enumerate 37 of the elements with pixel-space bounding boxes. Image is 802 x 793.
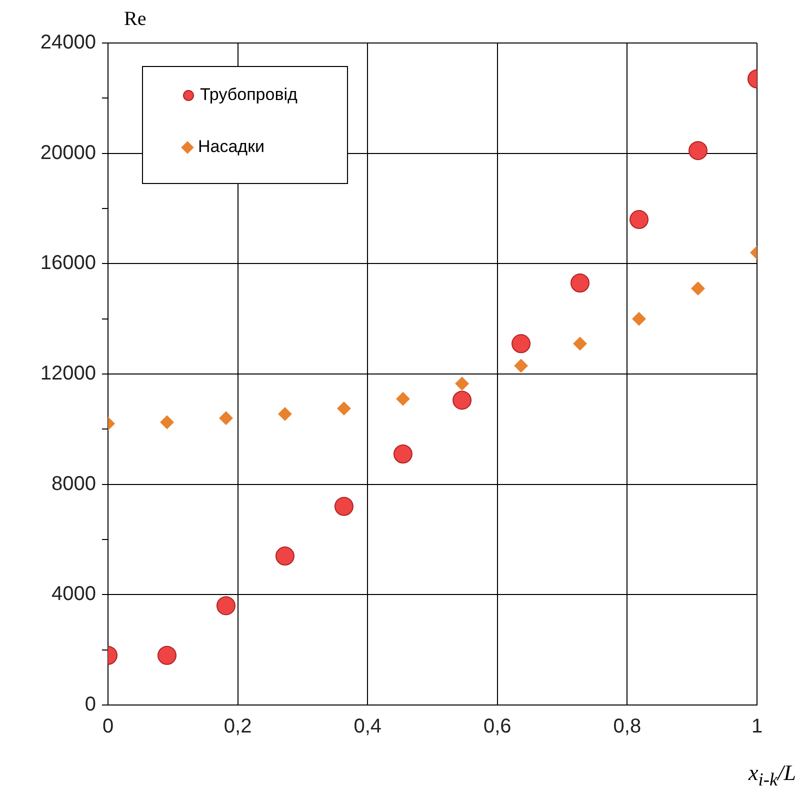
y-tick-label: 20000 [40, 142, 96, 164]
y-axis-title: Re [124, 8, 146, 31]
point [334, 496, 354, 516]
x-tick-label: 0,8 [613, 716, 642, 738]
x-tick-label: 0,2 [224, 716, 252, 738]
point [396, 392, 410, 406]
point [632, 312, 646, 326]
y-tick-label: 24000 [40, 32, 96, 54]
x-axis-title: x$_{i-k}$/L [748, 760, 796, 790]
x-tick-label: 0,4 [354, 716, 382, 738]
point [691, 281, 706, 296]
point [514, 358, 528, 373]
legend-label: Насадки [198, 137, 265, 157]
y-tick-label: 4000 [52, 583, 96, 606]
y-tick-label: 0 [84, 694, 96, 716]
point [218, 411, 233, 426]
legend-label: Трубопровід [200, 85, 298, 105]
point [512, 334, 531, 354]
point [275, 546, 294, 566]
y-tick-label: 16000 [40, 252, 96, 274]
point [160, 415, 174, 430]
y-tick-label: 12000 [40, 362, 96, 385]
point [455, 376, 470, 391]
point [452, 390, 472, 410]
point [216, 596, 236, 616]
point [570, 273, 590, 292]
x-tick-label: 1 [751, 716, 763, 738]
point [278, 406, 292, 421]
y-tick-label: 8000 [52, 472, 96, 495]
point [157, 646, 176, 665]
point [630, 210, 649, 230]
point [688, 141, 708, 160]
point [336, 401, 351, 416]
point [393, 444, 412, 464]
x-tick-label: 0 [102, 716, 114, 738]
x-tick-label: 0,6 [483, 716, 512, 738]
point [573, 336, 588, 351]
